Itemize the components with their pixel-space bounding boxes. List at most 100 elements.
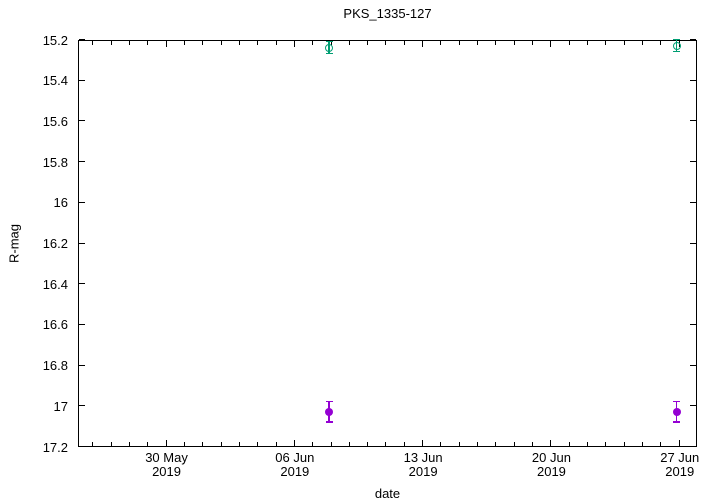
y-axis-tick: [79, 201, 85, 203]
x-axis-minor-tick: [660, 442, 662, 446]
x-axis-minor-tick: [403, 41, 405, 45]
x-axis-minor-tick: [440, 442, 442, 446]
x-axis-minor-tick: [275, 442, 277, 446]
x-axis-minor-tick: [587, 442, 589, 446]
x-axis-minor-tick: [587, 41, 589, 45]
y-axis-tick: [79, 161, 85, 163]
filled-circle-marker: [325, 407, 334, 416]
x-tick-label: 13 Jun 2019: [403, 450, 443, 479]
x-axis-minor-tick: [220, 442, 222, 446]
y-axis-tick: [690, 405, 696, 407]
y-tick-label: 16.4: [42, 276, 68, 292]
x-axis-minor-tick: [367, 41, 369, 45]
x-axis-minor-tick: [385, 41, 387, 45]
x-axis-minor-tick: [257, 41, 259, 45]
x-axis-minor-tick: [660, 41, 662, 45]
y-axis-tick: [690, 364, 696, 366]
x-tick-label: 06 Jun 2019: [275, 450, 315, 479]
x-axis-minor-tick: [275, 41, 277, 45]
x-axis-minor-tick: [128, 442, 130, 446]
x-axis-minor-tick: [330, 442, 332, 446]
x-axis-minor-tick: [513, 442, 515, 446]
x-axis-minor-tick: [440, 41, 442, 45]
x-axis-minor-tick: [623, 41, 625, 45]
y-tick-label: 16: [53, 195, 68, 211]
x-axis-minor-tick: [513, 41, 515, 45]
x-axis-minor-tick: [642, 442, 644, 446]
error-bar-cap: [673, 400, 681, 403]
error-bar-cap: [325, 400, 333, 403]
x-axis-minor-tick: [367, 442, 369, 446]
x-axis-major-tick: [550, 41, 552, 47]
error-bar-cap: [673, 421, 681, 423]
x-axis-minor-tick: [605, 442, 607, 446]
x-axis-title: date: [374, 486, 401, 501]
error-bar-cap: [325, 421, 333, 423]
x-axis-minor-tick: [623, 442, 625, 446]
x-axis-minor-tick: [495, 442, 497, 446]
x-axis-minor-tick: [385, 442, 387, 446]
x-axis-minor-tick: [183, 41, 185, 45]
x-axis-minor-tick: [477, 41, 479, 45]
y-axis-tick: [690, 79, 696, 81]
y-tick-label: 17.2: [42, 439, 68, 455]
x-axis-minor-tick: [403, 442, 405, 446]
x-axis-minor-tick: [110, 442, 112, 446]
y-tick-label: 15.6: [42, 113, 68, 129]
x-axis-minor-tick: [312, 41, 314, 45]
x-axis-major-tick: [165, 440, 167, 446]
x-axis-minor-tick: [238, 41, 240, 45]
x-axis-minor-tick: [110, 41, 112, 45]
x-axis-minor-tick: [147, 41, 149, 45]
y-axis-tick: [79, 242, 85, 244]
x-axis-minor-tick: [220, 41, 222, 45]
y-axis-tick: [690, 201, 696, 203]
chart-title: PKS_1335-127: [343, 6, 432, 21]
y-axis-tick: [79, 405, 85, 407]
open-circle-marker: [325, 43, 334, 52]
y-axis-tick: [79, 283, 85, 285]
x-axis-minor-tick: [532, 442, 534, 446]
y-axis-tick: [690, 446, 696, 447]
x-axis-minor-tick: [568, 442, 570, 446]
y-axis-tick: [690, 242, 696, 244]
error-bar-cap: [325, 52, 333, 55]
x-axis-major-tick: [293, 41, 295, 47]
y-tick-label: 15.8: [42, 154, 68, 170]
x-axis-minor-tick: [202, 41, 204, 45]
x-axis-minor-tick: [477, 442, 479, 446]
y-tick-label: 15.2: [42, 32, 68, 48]
error-bar-cap: [673, 50, 681, 53]
x-axis-major-tick: [422, 440, 424, 446]
y-tick-label: 16.6: [42, 317, 68, 333]
y-axis-tick: [690, 120, 696, 122]
y-axis-tick: [79, 446, 85, 447]
y-tick-label: 16.8: [42, 358, 68, 374]
open-circle-marker: [672, 41, 681, 50]
y-axis-tick: [690, 39, 696, 40]
x-axis-major-tick: [165, 41, 167, 47]
x-tick-label: 20 Jun 2019: [531, 450, 571, 479]
error-bar-cap: [673, 38, 681, 41]
x-axis-minor-tick: [605, 41, 607, 45]
x-axis-minor-tick: [458, 41, 460, 45]
x-axis-minor-tick: [458, 442, 460, 446]
y-axis-tick: [690, 323, 696, 325]
x-axis-minor-tick: [348, 442, 350, 446]
y-axis-tick: [79, 39, 85, 40]
x-axis-minor-tick: [92, 442, 94, 446]
y-axis-tick: [79, 364, 85, 366]
y-tick-label: 16.2: [42, 236, 68, 251]
x-axis-major-tick: [293, 440, 295, 446]
x-axis-minor-tick: [202, 442, 204, 446]
y-tick-label: 17: [53, 398, 68, 414]
x-axis-minor-tick: [257, 442, 259, 446]
x-axis-minor-tick: [147, 442, 149, 446]
x-axis-minor-tick: [312, 442, 314, 446]
y-tick-label: 15.4: [42, 73, 68, 89]
x-axis-major-tick: [550, 440, 552, 446]
filled-circle-marker: [672, 407, 681, 416]
y-axis-tick: [690, 161, 696, 163]
plot-area: [78, 38, 697, 447]
